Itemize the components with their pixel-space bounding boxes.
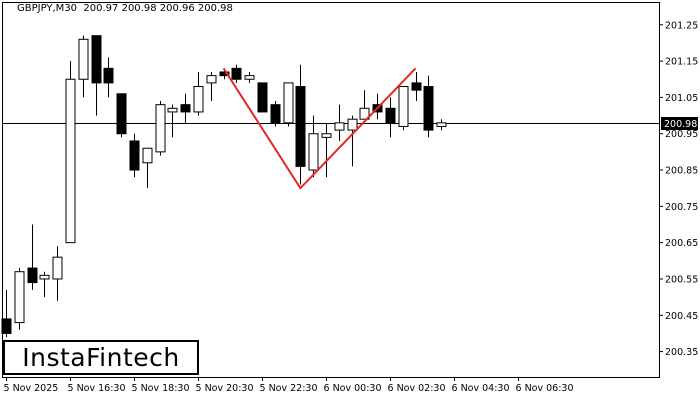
x-axis: 5 Nov 2025 5 Nov 16:30 5 Nov 18:30 5 Nov 20… — [4, 377, 574, 394]
y-tick-label: 200.35 — [665, 347, 698, 358]
x-tick-label: 5 Nov 20:30 — [196, 383, 254, 394]
x-tick-label: 5 Nov 16:30 — [68, 383, 126, 394]
bull-candle — [79, 39, 88, 79]
x-tick-label: 5 Nov 22:30 — [260, 383, 318, 394]
x-tick-label: 6 Nov 02:30 — [388, 383, 446, 394]
bull-candle — [309, 134, 318, 170]
bear-candle — [117, 94, 126, 134]
instafintech-logo: InstaFintech — [3, 340, 199, 375]
bear-candle — [181, 105, 190, 112]
bull-candle — [168, 108, 177, 112]
x-tick-label: 6 Nov 06:30 — [516, 383, 574, 394]
price-tag-label: 200.98 — [664, 119, 697, 130]
bull-candle — [66, 79, 75, 242]
bear-candle — [424, 87, 433, 131]
bull-candle — [15, 272, 24, 323]
bull-candle — [194, 87, 203, 112]
current-price-tag: 200.98 — [661, 117, 698, 130]
y-tick-label: 201.15 — [665, 57, 698, 68]
y-tick-label: 200.65 — [665, 238, 698, 249]
chart-header: GBPJPY,M30 200.97 200.98 200.96 200.98 — [17, 3, 233, 14]
bull-candle — [40, 275, 49, 279]
bear-candle — [28, 268, 37, 283]
bear-candle — [258, 83, 267, 112]
bear-candle — [232, 68, 241, 79]
bear-candle — [412, 83, 421, 90]
y-tick-label: 200.45 — [665, 311, 698, 322]
bear-candle — [104, 68, 113, 83]
bull-candle — [143, 148, 152, 163]
bull-candle — [322, 134, 331, 138]
bull-candle — [207, 76, 216, 83]
y-tick-label: 200.55 — [665, 274, 698, 285]
x-tick-label: 6 Nov 00:30 — [324, 383, 382, 394]
bull-candle — [284, 83, 293, 123]
bear-candle — [92, 36, 101, 83]
x-tick-label: 5 Nov 18:30 — [132, 383, 190, 394]
symbol-label: GBPJPY,M30 — [17, 3, 77, 14]
y-tick-label: 200.95 — [665, 129, 698, 140]
bear-candle — [130, 141, 139, 170]
y-tick-label: 201.05 — [665, 93, 698, 104]
bear-candle — [296, 87, 305, 167]
y-tick-label: 200.75 — [665, 202, 698, 213]
bear-candle — [2, 319, 11, 334]
bull-candle — [348, 119, 357, 130]
logo-text: InstaFintech — [22, 343, 180, 372]
bull-candle — [245, 76, 254, 80]
y-tick-label: 200.85 — [665, 166, 698, 177]
bull-candle — [53, 257, 62, 279]
bull-candle — [437, 123, 446, 127]
bull-candle — [156, 105, 165, 152]
x-tick-label: 6 Nov 04:30 — [452, 383, 510, 394]
y-axis: 201.25 201.15 201.05 200.95 200.85 200.75 200.… — [659, 20, 698, 358]
x-tick-label: 5 Nov 2025 — [4, 383, 59, 394]
ohlc-readout: 200.97 200.98 200.96 200.98 — [83, 3, 233, 14]
bull-candle — [399, 87, 408, 127]
bull-candle — [335, 123, 344, 130]
bear-candle — [386, 108, 395, 123]
bear-candle — [271, 105, 280, 123]
y-tick-label: 201.25 — [665, 20, 698, 31]
